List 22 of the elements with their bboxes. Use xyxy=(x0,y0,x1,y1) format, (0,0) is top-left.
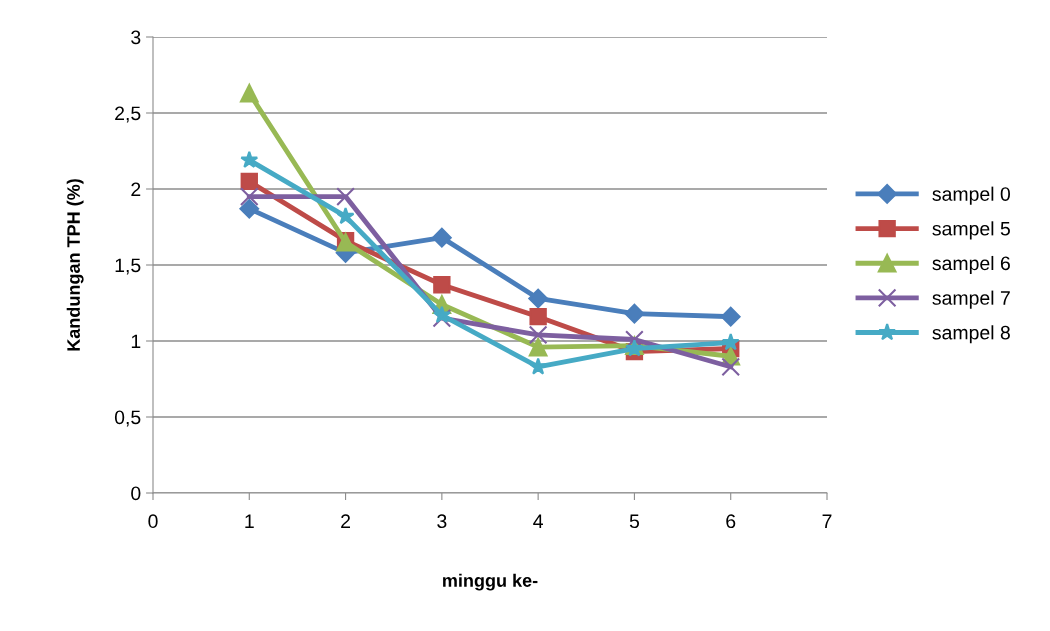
y-tick-label: 1 xyxy=(131,334,141,349)
x-tick-label: 2 xyxy=(341,514,350,528)
y-axis-title: Kandungan TPH (%) xyxy=(66,179,84,351)
legend-label: sampel 7 xyxy=(932,290,1010,309)
legend-label: sampel 5 xyxy=(932,221,1010,240)
x-tick-label: 1 xyxy=(245,514,254,528)
y-tick-label: 3 xyxy=(131,30,141,45)
y-tick-label: 2,5 xyxy=(115,106,141,123)
x-tick-label: 4 xyxy=(533,514,543,528)
y-tick-label: 0 xyxy=(131,486,141,501)
x-tick-label: 3 xyxy=(437,514,447,529)
y-tick-label: 0,5 xyxy=(114,410,141,427)
x-axis-title: minggu ke- xyxy=(443,573,538,591)
x-tick-label: 0 xyxy=(148,514,158,529)
x-tick-label: 5 xyxy=(629,514,640,529)
y-tick-label: 2 xyxy=(131,182,141,197)
x-tick-label: 6 xyxy=(726,514,736,529)
legend-label: sampel 8 xyxy=(932,325,1010,344)
legend-label: sampel 0 xyxy=(932,186,1011,205)
legend-label: sampel 6 xyxy=(932,255,1010,275)
x-tick-label: 7 xyxy=(822,514,832,528)
y-tick-label: 1,5 xyxy=(115,258,141,275)
